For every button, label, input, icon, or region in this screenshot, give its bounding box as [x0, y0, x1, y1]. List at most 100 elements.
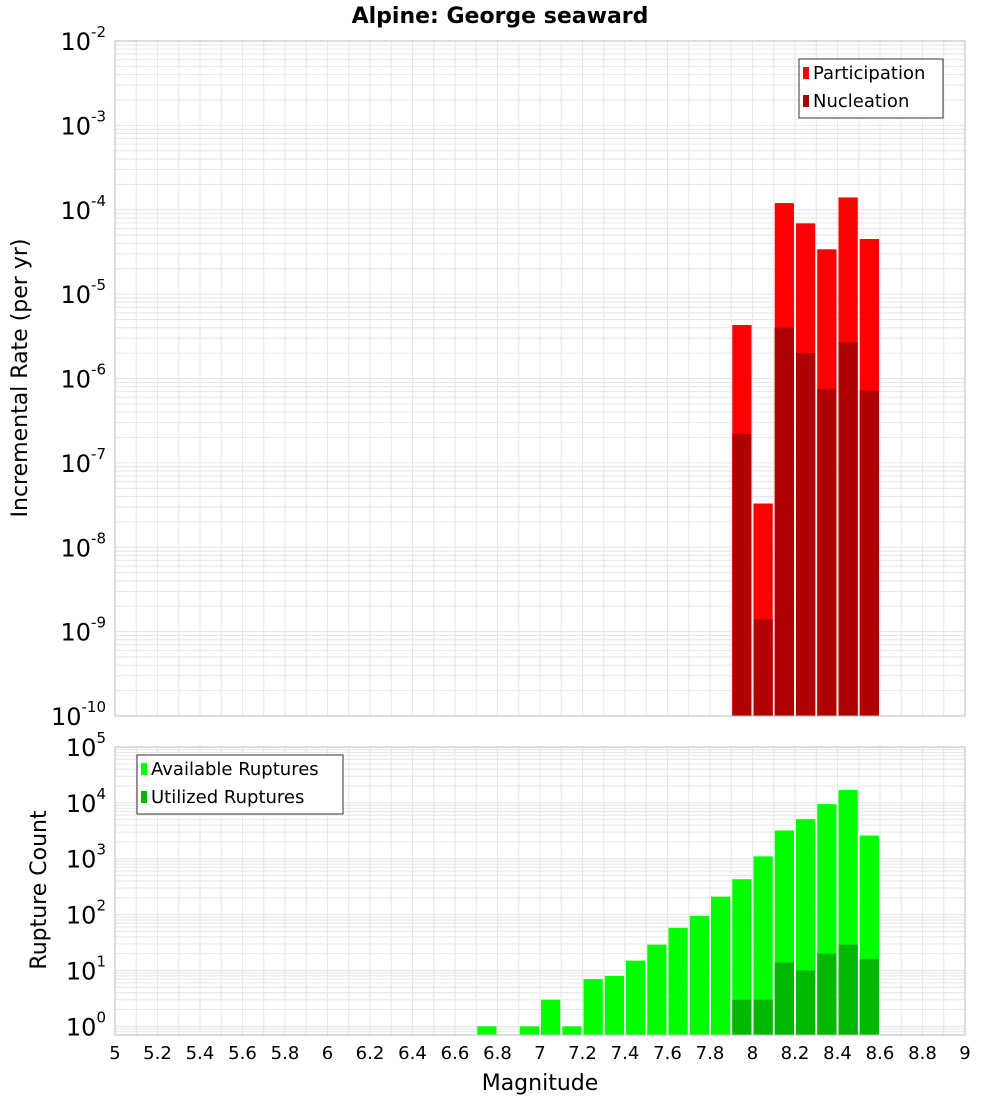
bar-utilized-ruptures	[753, 999, 773, 1035]
y-tick-label: 10-4	[60, 192, 106, 225]
bar-available-ruptures	[626, 960, 646, 1035]
y-tick-base: 10	[66, 790, 97, 818]
bar-utilized-ruptures	[838, 944, 858, 1035]
y-tick-label: 10-3	[60, 107, 106, 140]
bar-available-ruptures	[604, 975, 624, 1035]
chart-title: Alpine: George seaward	[352, 4, 649, 29]
x-axis-label: Magnitude	[482, 1071, 599, 1096]
x-tick-label: 8.8	[908, 1043, 937, 1064]
y-tick-label: 10-8	[60, 529, 106, 562]
legend-swatch	[803, 67, 809, 79]
x-tick-label: 7.2	[568, 1043, 597, 1064]
x-tick-label: 9	[959, 1043, 970, 1064]
bar-available-ruptures	[668, 927, 688, 1035]
y-tick-exponent: 5	[96, 729, 106, 747]
legend-box	[136, 754, 344, 815]
legend-box	[798, 58, 944, 119]
bar-available-ruptures	[689, 915, 709, 1035]
x-tick-label: 6.6	[441, 1043, 470, 1064]
bar-available-ruptures	[477, 1026, 497, 1035]
x-tick-label: 7.4	[611, 1043, 640, 1064]
legend-label: Available Ruptures	[151, 759, 319, 780]
x-tick-label: 5.4	[186, 1043, 215, 1064]
bar-nucleation	[838, 342, 858, 716]
y-tick-base: 10	[60, 366, 91, 394]
bars	[732, 197, 879, 717]
bar-available-ruptures	[753, 856, 773, 1035]
y-tick-label: 103	[66, 841, 106, 874]
y-tick-base: 10	[60, 197, 91, 225]
x-tick-label: 5.6	[228, 1043, 257, 1064]
y-tick-base: 10	[60, 28, 91, 56]
y-tick-label: 10-10	[51, 698, 106, 731]
y-tick-exponent: -4	[91, 192, 106, 210]
y-tick-exponent: -3	[91, 107, 106, 125]
grid	[114, 40, 966, 717]
y-tick-label: 104	[66, 785, 106, 818]
plot-frame	[114, 746, 966, 1036]
legend-label: Participation	[813, 63, 925, 84]
y-tick-label: 10-5	[60, 276, 106, 309]
x-tick-label: 5	[109, 1043, 120, 1064]
bar-available-ruptures	[583, 979, 603, 1035]
legend-swatch	[141, 791, 147, 803]
y-tick-label: 100	[66, 1008, 106, 1041]
bar-nucleation	[859, 390, 879, 716]
x-tick-label: 6.8	[483, 1043, 512, 1064]
bar-utilized-ruptures	[817, 953, 837, 1035]
y-tick-exponent: -5	[91, 276, 106, 294]
bar-available-ruptures	[562, 1026, 582, 1035]
x-tick-label: 6.2	[356, 1043, 385, 1064]
bar-nucleation	[817, 389, 837, 716]
bar-utilized-ruptures	[796, 970, 816, 1035]
y-tick-base: 10	[60, 619, 91, 647]
bar-available-ruptures	[647, 944, 667, 1035]
y-tick-exponent: 3	[96, 841, 106, 859]
bar-utilized-ruptures	[859, 959, 879, 1035]
y-tick-exponent: -10	[82, 698, 107, 716]
y-tick-label: 102	[66, 897, 106, 930]
legend-label: Utilized Ruptures	[151, 787, 304, 808]
x-tick-label: 7.8	[696, 1043, 725, 1064]
y-tick-exponent: 1	[96, 952, 106, 970]
x-tick-label: 7.6	[653, 1043, 682, 1064]
y-tick-exponent: -7	[91, 445, 106, 463]
y-tick-label: 105	[66, 729, 106, 762]
y-tick-exponent: -6	[91, 361, 106, 379]
bar-available-ruptures	[541, 999, 561, 1035]
x-tick-label: 6	[322, 1043, 333, 1064]
y-tick-base: 10	[51, 703, 82, 731]
y-tick-base: 10	[60, 450, 91, 478]
y-tick-exponent: 2	[96, 897, 106, 915]
y-tick-label: 10-6	[60, 361, 106, 394]
legend-swatch	[141, 763, 147, 775]
bar-nucleation	[774, 327, 794, 716]
bar-nucleation	[732, 433, 752, 716]
y-tick-exponent: 0	[96, 1008, 106, 1026]
bar-available-ruptures	[732, 879, 752, 1035]
y-tick-exponent: -2	[91, 23, 106, 41]
plot-frame	[114, 40, 966, 717]
y-axis-label-rate: Incremental Rate (per yr)	[8, 239, 33, 518]
x-tick-label: 8.4	[823, 1043, 852, 1064]
y-tick-base: 10	[66, 846, 97, 874]
x-tick-label: 5.2	[143, 1043, 172, 1064]
legend-label: Nucleation	[813, 91, 909, 112]
bar-available-ruptures	[711, 896, 731, 1035]
top-panel-rate: 10-1010-910-810-710-610-510-410-310-2Par…	[51, 23, 966, 731]
y-tick-exponent: 4	[96, 785, 106, 803]
y-tick-base: 10	[60, 112, 91, 140]
legend: Available Ruptures Utilized Ruptures	[136, 754, 344, 815]
legend: Participation Nucleation	[798, 58, 944, 119]
y-tick-exponent: -9	[91, 614, 106, 632]
x-tick-label: 8.2	[781, 1043, 810, 1064]
x-axis: 5 5.2 5.4 5.6 5.8 6 6.2 6.4 6.6 6.8 7 7.2 7.4 7.6 7.8 8…	[109, 1043, 970, 1064]
bar-utilized-ruptures	[774, 962, 794, 1035]
x-tick-label: 6.4	[398, 1043, 427, 1064]
y-tick-label: 10-2	[60, 23, 106, 56]
y-tick-label: 101	[66, 952, 106, 985]
y-tick-base: 10	[66, 734, 97, 762]
x-tick-label: 8.6	[866, 1043, 895, 1064]
